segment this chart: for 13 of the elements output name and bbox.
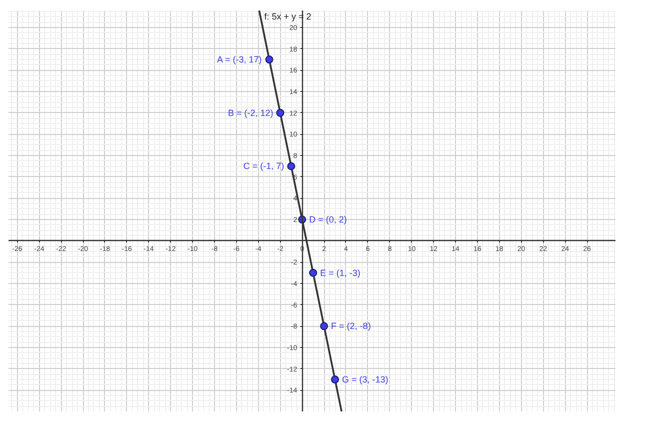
- data-label: B = (-2, 12): [228, 108, 274, 118]
- point: [287, 162, 296, 170]
- point: [265, 56, 274, 64]
- data-label: G = (3, -13): [342, 374, 388, 385]
- data-label: D = (0, 2): [309, 214, 347, 225]
- point: [331, 376, 340, 384]
- point: [276, 108, 284, 117]
- data-label: A = (-3, 17): [217, 54, 262, 65]
- data-label: C = (-1, 7): [243, 161, 284, 172]
- point: [320, 322, 328, 330]
- data-label: E = (1, -3): [320, 268, 360, 278]
- point: [309, 268, 318, 277]
- data-label: F = (2, -8): [331, 321, 371, 332]
